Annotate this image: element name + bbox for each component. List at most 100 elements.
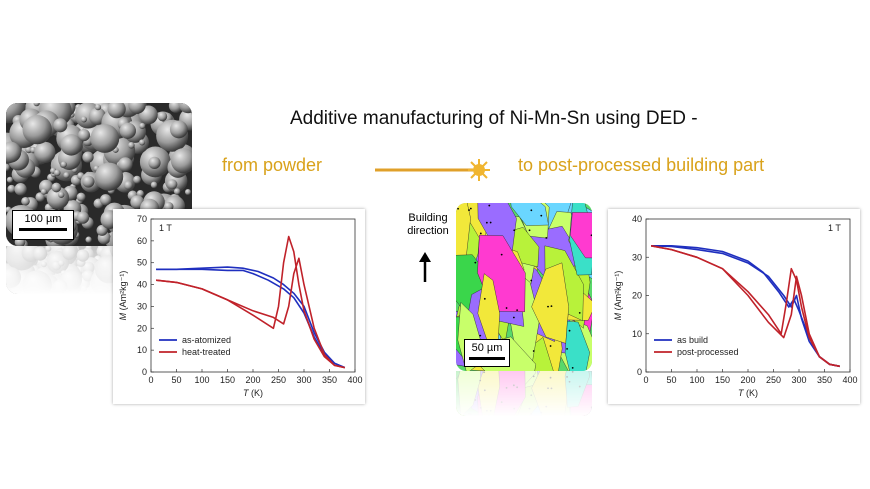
grain: [564, 387, 592, 416]
y-tick-label: 50: [137, 258, 147, 268]
y-tick-label: 20: [632, 291, 642, 301]
grain: [513, 371, 555, 416]
grain: [457, 371, 481, 416]
grain: [548, 372, 592, 409]
up-arrow-icon: [419, 252, 431, 282]
powder-particle: [53, 279, 68, 294]
powder-particle: [80, 285, 87, 292]
x-tick-label: 200: [740, 375, 755, 385]
x-tick-label: 300: [791, 375, 806, 385]
powder-particle: [21, 196, 30, 206]
powder-particle: [128, 103, 146, 114]
y-tick-label: 10: [632, 329, 642, 339]
grain: [456, 371, 510, 412]
x-tick-label: 100: [194, 375, 209, 385]
pore-dot: [566, 348, 568, 350]
legend-entry: post-processed: [677, 347, 739, 357]
grain: [477, 371, 537, 401]
y-tick-label: 0: [142, 367, 147, 377]
pore-dot: [516, 386, 519, 389]
powder-particle: [78, 129, 91, 142]
pore-dot: [468, 413, 470, 416]
grain: [501, 384, 540, 416]
powder-particle: [34, 141, 56, 164]
pore-dot: [571, 371, 574, 373]
pore-dot: [578, 311, 581, 314]
grain: [517, 371, 550, 416]
powder-particle: [46, 186, 70, 210]
powder-particle: [7, 184, 16, 193]
grain: [557, 371, 592, 416]
grain: [456, 371, 497, 416]
grain: [547, 385, 578, 416]
ebsd-grain-map-image: 50 µm: [456, 203, 592, 371]
powder-particle: [119, 122, 136, 139]
powder-particle: [80, 116, 87, 123]
pore-dot: [479, 334, 482, 337]
grain: [523, 389, 546, 416]
x-tick-label: 250: [271, 375, 286, 385]
grain: [456, 387, 498, 416]
pore-dot: [532, 350, 535, 352]
pore-dot: [530, 394, 533, 397]
grain: [456, 371, 471, 416]
grain: [477, 371, 526, 416]
grain: [487, 374, 525, 416]
powder-particle: [60, 161, 67, 168]
x-tick-label: 200: [245, 375, 260, 385]
grain: [469, 371, 503, 416]
grain: [490, 371, 543, 416]
pore-dot: [513, 229, 516, 232]
grain: [489, 371, 524, 416]
grain: [538, 371, 580, 416]
grain: [559, 371, 592, 412]
grain: [480, 386, 516, 416]
powder-particle: [169, 120, 188, 139]
grain: [553, 371, 581, 416]
powder-particle: [40, 188, 47, 195]
powder-particle: [96, 224, 108, 236]
grain: [480, 371, 501, 416]
pore-dot: [479, 406, 482, 409]
powder-particle: [118, 157, 133, 172]
building-direction-label: Building direction: [407, 212, 449, 237]
field-label: 1 T: [828, 223, 841, 233]
grain: [543, 371, 569, 416]
pore-dot: [483, 297, 486, 300]
grain: [517, 371, 558, 400]
pore-dot: [512, 316, 515, 319]
powder-particle: [139, 139, 146, 146]
grain: [568, 386, 592, 416]
powder-particle: [14, 183, 27, 196]
pore-dot: [545, 237, 548, 239]
grain: [466, 371, 502, 408]
powder-particle: [40, 261, 47, 268]
pore-dot: [532, 375, 535, 378]
pore-dot: [474, 261, 477, 264]
pore-dot: [528, 229, 531, 232]
pore-dot: [512, 384, 515, 387]
powder-particle: [63, 172, 70, 179]
powder-particle: [6, 141, 22, 163]
grain: [510, 395, 549, 416]
chart-powder: 0 50 100 150 200 250 300 350 400 0 10 20 30 40 50 60 70 T…: [113, 209, 365, 404]
grain: [509, 371, 540, 416]
legend-entry: as-atomized: [182, 335, 231, 345]
grain: [514, 387, 577, 416]
pore-dot: [545, 405, 548, 408]
x-tick-label: 0: [643, 375, 648, 385]
powder-particle: [33, 246, 48, 261]
grain: [477, 371, 500, 416]
y-tick-label: 10: [137, 345, 147, 355]
pore-dot: [568, 380, 571, 383]
powder-particle: [184, 189, 191, 196]
pore-dot: [590, 234, 592, 237]
grain: [456, 371, 499, 405]
powder-particle: [94, 162, 124, 191]
ebsd-reflection: [456, 371, 592, 416]
pore-dot: [590, 406, 592, 409]
powder-particle: [6, 176, 13, 183]
powder-particle: [6, 266, 22, 289]
x-tick-label: 50: [171, 375, 181, 385]
x-axis-label: T (K): [243, 388, 263, 398]
